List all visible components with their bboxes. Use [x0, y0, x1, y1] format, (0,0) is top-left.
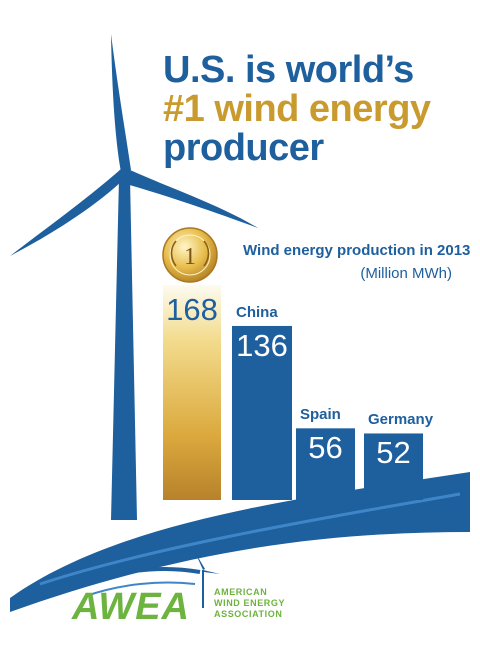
medal-number: 1 [184, 244, 196, 270]
logo-line-1: AMERICAN [214, 587, 268, 597]
bar-value-label: 56 [308, 430, 343, 466]
logo-swoosh [67, 567, 201, 592]
category-label: China [236, 303, 278, 321]
title-line-3: producer [163, 127, 324, 169]
logo-swoosh-2 [85, 581, 196, 597]
turbine-blade-right [126, 170, 258, 228]
bar-china [232, 325, 292, 500]
bar-value-label: 136 [236, 327, 288, 363]
category-label: Spain [300, 406, 341, 424]
logo-line-3: ASSOCIATION [214, 609, 283, 619]
turbine-blade-up [111, 34, 131, 172]
chart-title: Wind energy production in 2013 [243, 242, 471, 259]
logo-line-2: WIND ENERGY [214, 598, 286, 608]
medal-icon [162, 227, 218, 283]
title-line-1: U.S. is world’s [163, 49, 414, 91]
title-line-2: #1 wind energy [163, 88, 431, 130]
turbine-blade-left [10, 170, 121, 256]
wave-base [10, 472, 470, 612]
bar-germany [364, 433, 423, 500]
bar-value-label: 52 [376, 435, 411, 471]
bar-group [163, 285, 423, 500]
wind-turbine-icon [191, 552, 220, 608]
bar-spain [296, 428, 355, 500]
bar-value-label: 168 [166, 292, 218, 327]
awea-logo: AWEA [72, 586, 190, 628]
category-label: Germany [368, 411, 434, 429]
turbine-tower [111, 178, 137, 520]
turbine-hub [117, 168, 133, 184]
bar-us [163, 285, 221, 500]
wave-highlight [39, 492, 461, 586]
chart-unit: (Million MWh) [360, 265, 452, 282]
